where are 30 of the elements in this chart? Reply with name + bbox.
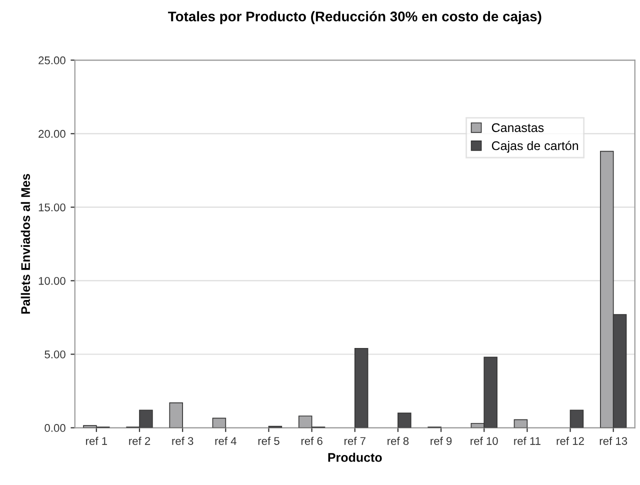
x-tick-label: ref 9	[430, 436, 452, 445]
x-tick-label: ref 11	[514, 436, 540, 445]
y-tick-label: 20.00	[38, 130, 66, 138]
y-tick-label: 25.00	[38, 56, 66, 64]
y-tick-label: 15.00	[38, 203, 66, 212]
bar	[514, 419, 528, 428]
x-axis-title: Producto	[328, 452, 382, 462]
x-tick-label: ref 7	[344, 436, 366, 445]
x-tick-label: ref 3	[172, 436, 194, 445]
x-tick-label: ref 5	[258, 436, 280, 445]
chart-title: Totales por Producto (Reducción 30% en costo de cajas)	[168, 11, 542, 24]
y-tick-label: 0.00	[44, 424, 66, 432]
y-tick-label: 5.00	[44, 350, 66, 358]
bar	[212, 418, 226, 428]
legend-label: Cajas de cartón	[492, 140, 578, 153]
legend-label: Canastas	[492, 123, 544, 132]
bar	[354, 348, 368, 428]
x-tick-label: ref 2	[129, 436, 150, 445]
y-tick-label: 10.00	[38, 276, 66, 285]
x-tick-label: ref 13	[600, 436, 628, 445]
x-tick-label: ref 1	[86, 436, 107, 445]
bar	[570, 410, 584, 428]
x-tick-label: ref 4	[215, 436, 236, 445]
x-tick-label: ref 12	[556, 436, 584, 445]
x-tick-label: ref 8	[388, 436, 409, 445]
x-tick-label: ref 6	[301, 436, 322, 445]
y-axis-title: Pallets Enviados al Mes	[20, 174, 30, 314]
bar	[169, 402, 183, 428]
bar	[398, 412, 412, 428]
x-tick-label: ref 10	[470, 436, 498, 445]
